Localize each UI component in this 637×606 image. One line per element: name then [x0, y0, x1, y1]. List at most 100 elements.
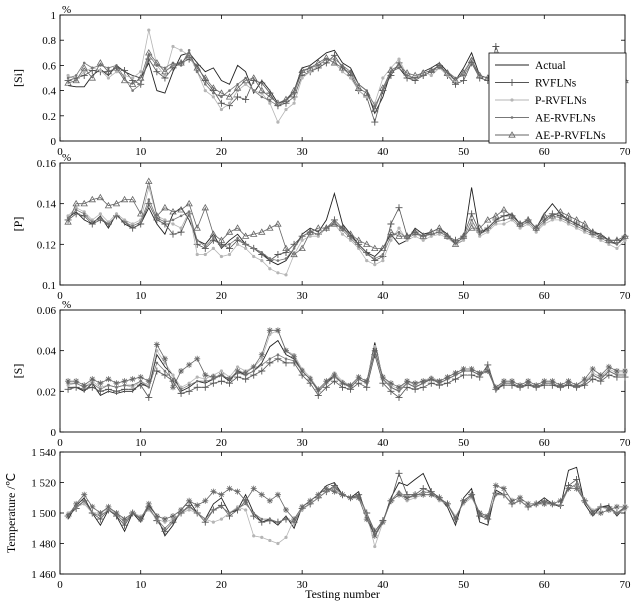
x-tick-label: 50 — [458, 437, 470, 449]
data-point — [252, 247, 256, 250]
data-point — [90, 66, 94, 70]
data-point — [177, 228, 185, 236]
data-point — [153, 513, 160, 520]
data-point — [548, 212, 557, 219]
data-point — [74, 206, 78, 210]
data-point — [621, 232, 629, 239]
data-point — [419, 383, 427, 391]
data-point — [123, 520, 126, 524]
series-ae-rvflns — [66, 198, 627, 262]
legend: Actual RVFLNs P-RVFLNs AE-RVFLNs AE-P-RVFLNs — [488, 52, 627, 144]
data-point — [557, 382, 564, 389]
data-point — [357, 245, 360, 248]
data-point — [437, 232, 441, 236]
data-point — [565, 378, 572, 385]
data-point — [120, 76, 129, 84]
data-point — [123, 220, 126, 224]
data-point — [338, 64, 347, 71]
data-point — [282, 248, 290, 256]
data-point — [274, 220, 282, 227]
data-point — [395, 469, 403, 477]
data-point — [339, 380, 346, 387]
data-point — [282, 359, 290, 367]
series-line — [67, 485, 625, 537]
data-point — [403, 69, 411, 76]
data-point — [211, 520, 215, 524]
data-point — [115, 214, 118, 218]
data-point — [73, 500, 80, 507]
data-point — [241, 76, 250, 84]
data-point — [89, 503, 96, 510]
data-point — [82, 70, 86, 74]
data-point — [274, 491, 281, 498]
data-point — [82, 61, 86, 65]
data-point — [347, 494, 354, 501]
data-point — [387, 387, 395, 395]
y-axis-label: [P] — [11, 217, 25, 232]
data-point — [187, 383, 191, 387]
data-point — [276, 259, 280, 262]
data-point — [64, 79, 72, 86]
data-point — [250, 371, 258, 379]
data-point — [260, 363, 264, 367]
data-point — [212, 508, 215, 512]
data-point — [219, 517, 224, 521]
data-point — [494, 493, 498, 497]
x-tick-label: 40 — [377, 290, 389, 302]
legend-marker — [510, 98, 514, 102]
p-panel: 0.1 0.12 0.14 0.16 0 10 20 30 40 50 60 70 [P]% — [11, 152, 631, 302]
data-point — [139, 83, 143, 86]
data-point — [282, 244, 290, 251]
legend-entry: AE-RVFLNs — [495, 113, 596, 125]
data-point — [171, 519, 175, 522]
data-point — [486, 228, 490, 232]
data-point — [405, 238, 409, 242]
data-point — [502, 218, 506, 222]
data-point — [66, 73, 70, 78]
data-point — [298, 66, 306, 74]
data-point — [575, 224, 578, 228]
data-point — [525, 500, 532, 507]
data-point — [580, 220, 589, 227]
series-line — [67, 198, 626, 262]
data-point — [381, 253, 385, 256]
data-point — [107, 383, 110, 387]
data-point — [467, 56, 476, 63]
data-point — [387, 228, 395, 235]
data-point — [81, 382, 88, 389]
data-point — [314, 59, 322, 66]
data-point — [114, 212, 119, 216]
data-point — [284, 517, 288, 521]
data-point — [509, 378, 515, 385]
x-tick-label: 60 — [539, 437, 551, 449]
data-point — [413, 234, 417, 238]
data-point — [233, 84, 242, 91]
x-tick-label: 60 — [539, 579, 551, 591]
data-point — [373, 257, 377, 260]
data-point — [161, 67, 169, 75]
data-point — [105, 503, 112, 510]
data-point — [365, 511, 369, 515]
data-point — [112, 199, 121, 207]
data-point — [365, 95, 369, 99]
data-point — [451, 76, 460, 84]
data-point — [274, 355, 282, 363]
y-axis-label: [Si] — [11, 69, 25, 87]
data-point — [195, 252, 199, 257]
x-tick-label: 70 — [620, 290, 632, 302]
data-point — [583, 228, 586, 232]
data-point — [615, 373, 619, 377]
legend-label: P-RVFLNs — [535, 95, 587, 107]
legend-label: RVFLNs — [535, 78, 577, 90]
data-point — [202, 372, 209, 379]
data-point — [420, 491, 427, 498]
data-point — [330, 377, 338, 385]
data-point — [559, 216, 562, 220]
data-point — [316, 232, 320, 236]
data-point — [564, 212, 573, 219]
data-point — [373, 544, 377, 549]
data-point — [217, 236, 226, 243]
data-point — [161, 516, 168, 523]
data-point — [88, 74, 96, 81]
data-point — [268, 257, 272, 260]
